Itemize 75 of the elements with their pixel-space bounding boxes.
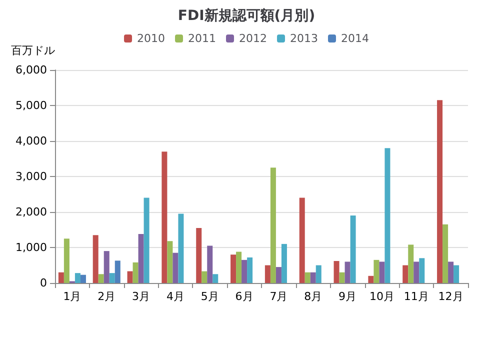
bar (114, 260, 120, 283)
bar (132, 262, 138, 283)
bar (58, 272, 64, 283)
bar (339, 272, 345, 283)
x-tick-label: 8月 (304, 290, 322, 303)
bar (276, 267, 282, 283)
bar (304, 272, 310, 283)
chart-title: FDI新規認可額(月別) (178, 7, 316, 24)
x-tick-label: 4月 (166, 290, 184, 303)
bar (202, 271, 208, 283)
y-tick-label: 0 (40, 276, 47, 290)
y-tick-label: 3,000 (16, 170, 47, 183)
bar (212, 274, 218, 283)
bar (109, 273, 115, 283)
bar (207, 246, 213, 283)
bar (167, 241, 173, 283)
legend-label: 2010 (137, 32, 166, 45)
legend-label: 2012 (239, 32, 268, 45)
x-tick-label: 3月 (132, 290, 150, 303)
bar (172, 252, 178, 283)
bar (236, 252, 242, 283)
bar (334, 260, 340, 283)
bar (299, 198, 305, 283)
bar (408, 244, 414, 283)
bar (368, 276, 374, 283)
bar (230, 254, 236, 283)
legend-label: 2011 (188, 32, 216, 45)
bar (92, 235, 98, 283)
x-tick-label: 5月 (200, 290, 219, 303)
bar (350, 216, 356, 283)
bar (104, 251, 110, 283)
bar (178, 214, 184, 283)
bar (270, 168, 276, 283)
bar (242, 260, 248, 283)
bar (419, 258, 425, 283)
x-tick-label: 6月 (235, 290, 254, 303)
x-tick-label: 2月 (98, 290, 116, 303)
y-tick-label: 2,000 (16, 206, 47, 218)
bar (448, 262, 454, 283)
x-tick-label: 10月 (369, 290, 394, 303)
bar (379, 262, 385, 283)
legend-label: 2014 (340, 32, 369, 45)
bar (138, 234, 144, 283)
x-tick-label: 1月 (63, 290, 82, 303)
x-tick-label: 7月 (270, 290, 288, 303)
bar (264, 265, 270, 283)
bar (384, 148, 390, 283)
bar (454, 265, 460, 283)
bar (127, 271, 133, 283)
x-tick-label: 12月 (438, 290, 464, 303)
x-tick-label: 9月 (338, 290, 357, 303)
legend-label: 2013 (290, 32, 318, 45)
bar (437, 100, 443, 283)
bar (310, 272, 316, 283)
bar (316, 265, 322, 283)
bar (247, 257, 253, 283)
bar (162, 152, 168, 283)
bar (281, 244, 287, 283)
bar (64, 238, 70, 283)
y-axis-title: 百万ドル (11, 44, 55, 57)
x-tick-label: 11月 (404, 290, 429, 303)
bar (98, 274, 104, 283)
bar (442, 224, 448, 283)
bar (74, 273, 80, 283)
bar (414, 262, 420, 283)
y-tick-label: 5,000 (16, 99, 47, 112)
y-tick-label: 6,000 (16, 64, 47, 76)
y-tick-label: 4,000 (16, 134, 47, 148)
bar (144, 198, 150, 283)
bar (374, 260, 380, 283)
bar (80, 274, 86, 283)
bar (196, 228, 202, 283)
y-tick-label: 1,000 (16, 241, 47, 254)
bar (402, 265, 408, 283)
bar (344, 262, 350, 283)
